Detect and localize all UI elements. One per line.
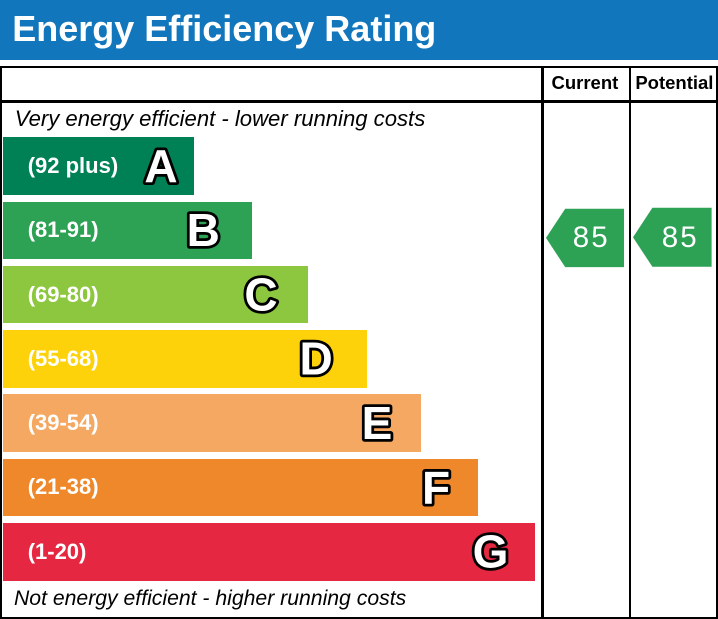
svg-text:D: D	[299, 333, 332, 385]
svg-text:85: 85	[662, 221, 699, 254]
svg-text:85: 85	[573, 221, 610, 254]
svg-text:E: E	[362, 397, 393, 449]
svg-text:B: B	[187, 204, 220, 256]
svg-text:F: F	[422, 461, 450, 513]
svg-text:C: C	[244, 268, 277, 320]
svg-text:A: A	[144, 140, 177, 192]
svg-text:G: G	[473, 526, 509, 578]
